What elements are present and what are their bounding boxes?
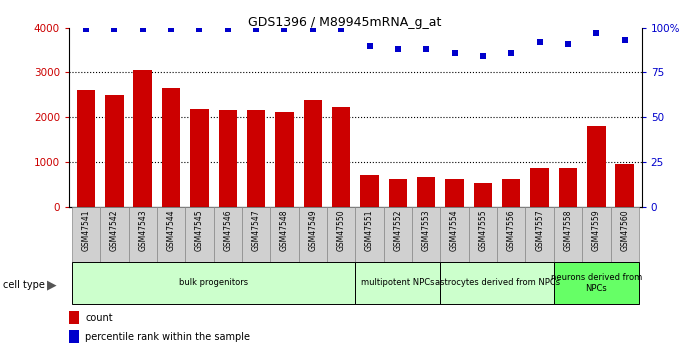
- Text: GSM47543: GSM47543: [138, 210, 147, 252]
- Text: GDS1396 / M89945mRNA_g_at: GDS1396 / M89945mRNA_g_at: [248, 16, 442, 29]
- Text: bulk progenitors: bulk progenitors: [179, 278, 248, 287]
- Bar: [247, 110, 266, 207]
- Bar: [469, 207, 497, 262]
- Text: GSM47542: GSM47542: [110, 210, 119, 251]
- Bar: [559, 168, 578, 207]
- Text: neurons derived from
NPCs: neurons derived from NPCs: [551, 273, 642, 293]
- Text: GSM47552: GSM47552: [393, 210, 402, 251]
- Text: GSM47545: GSM47545: [195, 210, 204, 252]
- Bar: [554, 207, 582, 262]
- Text: GSM47544: GSM47544: [166, 210, 175, 252]
- Text: percentile rank within the sample: percentile rank within the sample: [85, 332, 250, 342]
- Point: [222, 27, 233, 32]
- Text: GSM47557: GSM47557: [535, 210, 544, 252]
- Bar: [69, 311, 79, 324]
- Text: multipotent NPCs: multipotent NPCs: [361, 278, 435, 287]
- Bar: [497, 207, 526, 262]
- Bar: [445, 179, 464, 207]
- Point: [449, 50, 460, 56]
- Point: [250, 27, 262, 32]
- Bar: [270, 207, 299, 262]
- Point: [534, 39, 545, 45]
- Bar: [219, 110, 237, 207]
- Text: GSM47546: GSM47546: [224, 210, 233, 252]
- Text: GSM47556: GSM47556: [506, 210, 516, 252]
- Bar: [554, 262, 639, 304]
- Point: [307, 27, 318, 32]
- Text: GSM47553: GSM47553: [422, 210, 431, 252]
- Point: [506, 50, 517, 56]
- Bar: [611, 207, 639, 262]
- Bar: [128, 207, 157, 262]
- Bar: [242, 207, 270, 262]
- Text: cell type: cell type: [3, 280, 46, 289]
- Point: [137, 27, 148, 32]
- Bar: [162, 88, 180, 207]
- Text: GSM47541: GSM47541: [81, 210, 90, 251]
- Bar: [355, 262, 440, 304]
- Text: GSM47551: GSM47551: [365, 210, 374, 251]
- Bar: [587, 126, 606, 207]
- Bar: [526, 207, 554, 262]
- Text: GSM47555: GSM47555: [478, 210, 487, 252]
- Bar: [384, 207, 412, 262]
- Bar: [355, 207, 384, 262]
- Bar: [440, 207, 469, 262]
- Bar: [327, 207, 355, 262]
- Point: [166, 27, 177, 32]
- Text: GSM47559: GSM47559: [592, 210, 601, 252]
- Bar: [214, 207, 242, 262]
- Bar: [474, 183, 492, 207]
- Point: [81, 27, 92, 32]
- Bar: [615, 164, 634, 207]
- Text: count: count: [85, 313, 112, 323]
- Text: ▶: ▶: [47, 278, 57, 291]
- Text: GSM47560: GSM47560: [620, 210, 629, 252]
- Bar: [299, 207, 327, 262]
- Point: [109, 27, 120, 32]
- Point: [591, 30, 602, 36]
- Bar: [100, 207, 128, 262]
- Point: [393, 46, 404, 52]
- Bar: [105, 95, 124, 207]
- Point: [477, 53, 489, 59]
- Bar: [157, 207, 185, 262]
- Bar: [275, 112, 294, 207]
- Point: [619, 37, 630, 43]
- Text: GSM47547: GSM47547: [252, 210, 261, 252]
- Text: GSM47554: GSM47554: [450, 210, 459, 252]
- Point: [421, 46, 432, 52]
- Point: [279, 27, 290, 32]
- Bar: [360, 175, 379, 207]
- Text: astrocytes derived from NPCs: astrocytes derived from NPCs: [435, 278, 560, 287]
- Point: [364, 43, 375, 48]
- Bar: [133, 70, 152, 207]
- Bar: [582, 207, 611, 262]
- Bar: [190, 109, 208, 207]
- Bar: [77, 90, 95, 207]
- Bar: [440, 262, 554, 304]
- Bar: [332, 107, 351, 207]
- Text: GSM47548: GSM47548: [280, 210, 289, 251]
- Bar: [185, 207, 214, 262]
- Bar: [531, 168, 549, 207]
- Text: GSM47549: GSM47549: [308, 210, 317, 252]
- Bar: [72, 207, 100, 262]
- Bar: [304, 100, 322, 207]
- Bar: [412, 207, 440, 262]
- Bar: [417, 177, 435, 207]
- Text: GSM47550: GSM47550: [337, 210, 346, 252]
- Bar: [69, 330, 79, 343]
- Bar: [72, 262, 355, 304]
- Bar: [388, 179, 407, 207]
- Point: [562, 41, 573, 47]
- Bar: [502, 179, 520, 207]
- Text: GSM47558: GSM47558: [564, 210, 573, 251]
- Point: [335, 27, 346, 32]
- Point: [194, 27, 205, 32]
